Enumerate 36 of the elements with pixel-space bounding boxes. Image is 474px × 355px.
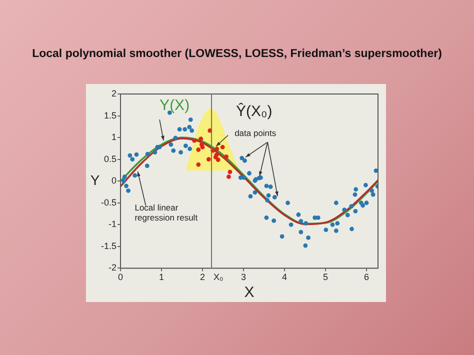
point: [226, 174, 231, 179]
x-tick-label: 3: [241, 272, 246, 282]
x-tick-label: 0: [118, 272, 124, 282]
x-tick-label: 4: [282, 272, 288, 282]
y-tick-label: 1.5: [104, 110, 117, 120]
point: [196, 148, 201, 152]
y-tick-label: -0.5: [100, 197, 117, 208]
y-tick-label: 0: [111, 176, 117, 186]
point: [214, 146, 220, 152]
annotation: Local linear regression result: [134, 202, 198, 223]
y-tick-label: -2: [108, 262, 117, 273]
annotation: Y(X): [160, 97, 190, 114]
y-tick-label: 1: [111, 132, 117, 142]
y-tick-label: -1.5: [100, 240, 117, 251]
x-tick-label: 2: [200, 272, 206, 282]
y-tick-label: -1: [108, 219, 117, 230]
point: [200, 144, 205, 150]
y-tick-label: 2: [111, 88, 117, 98]
y-axis-title: Y: [90, 172, 100, 188]
point: [198, 136, 204, 142]
point: [216, 158, 220, 162]
annotation: data points: [234, 128, 276, 138]
x-tick-label: 1: [159, 272, 164, 282]
chart-title: Local polynomial smoother (LOWESS, LOESS, Friedman’s supersmoother): [31, 48, 443, 60]
point: [192, 138, 197, 143]
y-tick-label: 0.5: [104, 154, 117, 164]
x-tick-label: 5: [323, 272, 328, 282]
ref-line-label: X₀: [214, 272, 224, 282]
x-tick-label: 6: [364, 272, 370, 282]
point: [224, 154, 228, 159]
point: [220, 144, 225, 150]
annotation: Ŷ(X₀): [236, 102, 272, 120]
point: [206, 157, 211, 162]
x-axis-title: X: [244, 284, 254, 302]
point: [196, 162, 201, 167]
point: [228, 170, 232, 174]
